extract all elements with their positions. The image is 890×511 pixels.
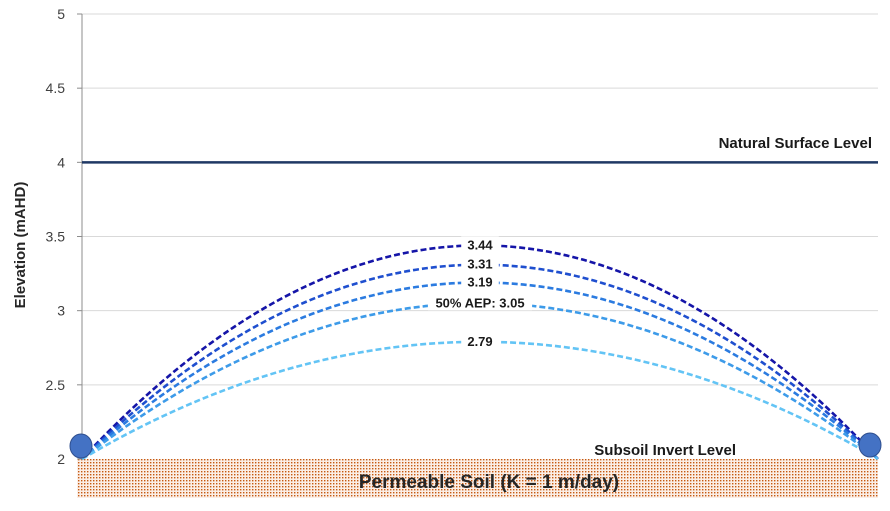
permeable-soil-band — [77, 459, 878, 498]
permeable-soil-label: Permeable Soil (K = 1 m/day) — [359, 472, 619, 493]
y-tick-label: 3 — [57, 303, 65, 319]
y-tick-label: 2.5 — [46, 377, 66, 393]
peak-label-bg — [461, 273, 499, 290]
y-axis-title: Elevation (mAHD) — [12, 182, 29, 309]
gridlines — [82, 13, 878, 386]
natural-surface-label: Natural Surface Level — [719, 135, 872, 152]
peak-label-4: 50% AEP: 3.05 — [435, 295, 524, 310]
y-tick-label: 4 — [57, 154, 65, 170]
y-tick-label: 5 — [57, 6, 65, 22]
subsoil-invert-label: Subsoil Invert Level — [594, 442, 736, 459]
peak-label-bg — [461, 332, 499, 349]
peak-label-3: 3.19 — [467, 274, 492, 289]
y-axis-ticks: 2 2.5 3 3.5 4 4.5 5 — [46, 6, 82, 467]
right-invert-marker — [858, 432, 882, 458]
peak-label-1: 3.44 — [467, 237, 493, 252]
left-invert-marker — [69, 433, 93, 459]
water-table-curve-2 — [81, 263, 879, 460]
peak-labels: 3.44 3.31 3.19 50% AEP: 3.05 2.79 — [427, 236, 533, 349]
peak-label-bg — [461, 236, 499, 253]
peak-label-5: 2.79 — [467, 334, 492, 349]
water-table-curve-4 — [81, 302, 879, 461]
peak-label-2: 3.31 — [467, 257, 492, 272]
peak-label-bg — [461, 255, 499, 272]
y-tick-label: 4.5 — [46, 80, 66, 96]
peak-label-bg — [427, 294, 533, 311]
y-tick-label: 2 — [57, 451, 65, 467]
y-tick-label: 3.5 — [46, 229, 66, 245]
